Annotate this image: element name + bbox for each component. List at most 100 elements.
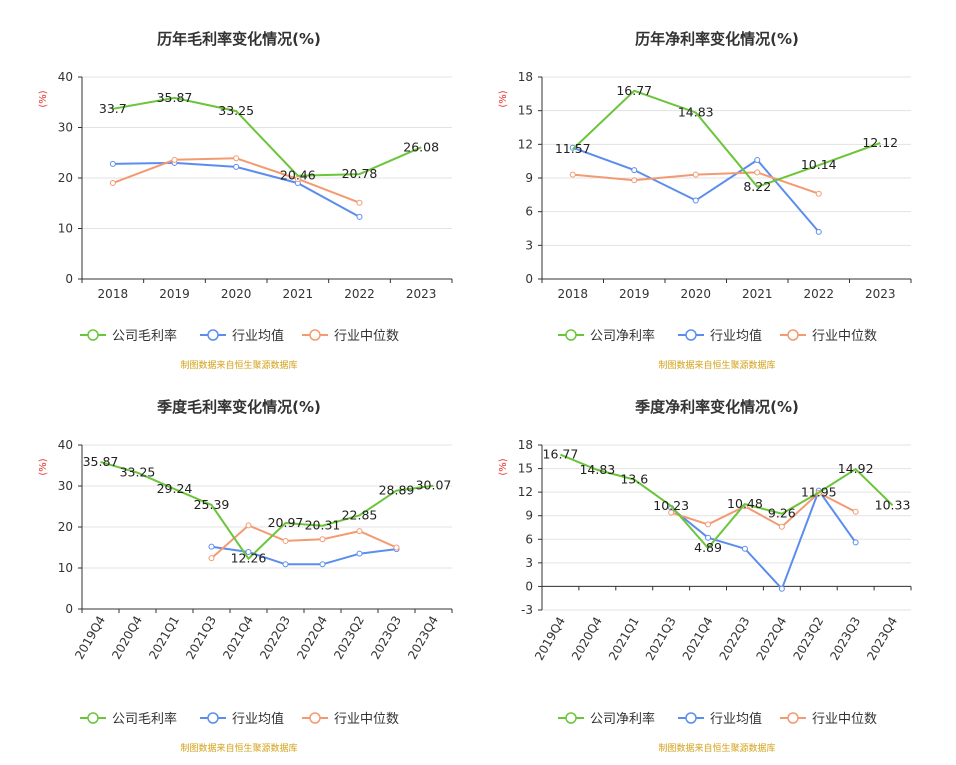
data-point (852, 508, 859, 515)
data-point (631, 167, 638, 174)
x-tick-label: 2019 (159, 287, 190, 301)
series-line-0 (560, 453, 894, 550)
data-label: 10.14 (801, 157, 837, 172)
data-label: 12.12 (862, 135, 898, 150)
legend-marker (685, 712, 697, 724)
y-tick-label: 15 (518, 104, 533, 118)
legend-marker (207, 712, 219, 724)
legend-item-0: 公司毛利率 (80, 711, 177, 727)
series-line-1 (670, 488, 857, 591)
x-tick-label: 2018 (557, 287, 588, 301)
data-label: 4.89 (694, 540, 722, 555)
data-point (815, 228, 822, 235)
data-label: 20.97 (268, 515, 304, 530)
legend-item-1: 行业均值 (200, 328, 284, 344)
y-axis-unit-label: (%) (498, 90, 509, 107)
data-label: 33.25 (120, 465, 156, 480)
x-tick-label: 2023Q3 (368, 614, 404, 662)
data-point (356, 550, 363, 557)
data-label: 16.77 (616, 83, 652, 98)
x-tick-label: 2021 (283, 287, 314, 301)
x-tick-label: 2020 (680, 287, 711, 301)
y-tick-label: 20 (58, 171, 73, 185)
annual-net-margin-chart: 历年净利率变化情况(%) (%) 0 3 6 9 12 15 18 2018 2019 2020 202… (498, 30, 912, 371)
data-point (569, 171, 576, 178)
chart-title: 历年毛利率变化情况(%) (157, 30, 321, 48)
x-tick-label: 2022Q3 (257, 614, 293, 662)
data-label: 26.08 (403, 139, 439, 154)
y-tick-label: 3 (525, 556, 533, 570)
y-tick-label: 40 (58, 438, 73, 452)
data-point (245, 549, 252, 556)
series-line-0 (112, 96, 422, 177)
data-label: 10.23 (653, 498, 689, 513)
y-tick-label: 18 (518, 70, 533, 84)
x-tick-label: 2021Q4 (680, 615, 716, 663)
data-label: 14.92 (838, 461, 874, 476)
legend-item-2: 行业中位数 (302, 329, 399, 344)
x-tick-label: 2021Q1 (606, 615, 642, 663)
y-tick-label: 3 (525, 238, 533, 252)
y-tick-label: 9 (525, 509, 533, 523)
data-point (393, 544, 400, 551)
legend-label: 行业均值 (232, 328, 284, 344)
legend-item-2: 行业中位数 (780, 329, 877, 344)
x-tick-label: 2019 (619, 287, 650, 301)
data-point (171, 156, 178, 163)
data-point (245, 522, 252, 529)
y-tick-label: 6 (525, 205, 533, 219)
y-tick-label: 30 (58, 479, 73, 493)
x-tick-label: 2023Q2 (790, 615, 826, 663)
legend-marker (309, 329, 321, 341)
y-tick-label: 12 (518, 485, 533, 499)
data-point (282, 561, 289, 568)
y-tick-label: 10 (58, 222, 73, 236)
data-point (109, 180, 116, 187)
y-tick-label: 30 (58, 121, 73, 135)
data-label: 30.07 (416, 478, 452, 493)
x-tick-label: 2022 (803, 287, 834, 301)
data-label: 11.95 (801, 485, 837, 500)
chart-title: 季度毛利率变化情况(%) (157, 398, 321, 416)
data-point (852, 539, 859, 546)
data-label: 33.7 (99, 101, 127, 116)
data-label: 16.77 (543, 447, 579, 462)
x-tick-label: 2021Q3 (183, 614, 219, 662)
x-tick-label: 2018 (98, 287, 129, 301)
data-point (668, 509, 675, 516)
legend-marker (787, 712, 799, 724)
data-label: 20.46 (280, 168, 316, 183)
y-tick-label: 0 (525, 272, 533, 286)
legend-item-0: 公司净利率 (558, 711, 655, 727)
data-point (356, 528, 363, 535)
data-label: 14.83 (678, 105, 714, 120)
legend-label: 公司净利率 (590, 328, 655, 344)
legend-marker (87, 329, 99, 341)
legend-marker (309, 712, 321, 724)
x-tick-label: 2021 (742, 287, 773, 301)
legend-item-2: 行业中位数 (302, 712, 399, 727)
data-label: 10.48 (727, 496, 763, 511)
data-label: 12.26 (231, 551, 267, 566)
y-tick-label: 20 (58, 520, 73, 534)
y-tick-label: 0 (525, 579, 533, 593)
y-axis-unit-label: (%) (38, 458, 49, 475)
data-label: 13.6 (620, 472, 648, 487)
data-point (208, 543, 215, 550)
legend-item-0: 公司净利率 (558, 328, 655, 344)
data-source-note: 制图数据来自恒生聚源数据库 (658, 359, 775, 371)
legend-marker (787, 329, 799, 341)
data-label: 28.89 (379, 483, 415, 498)
data-point (692, 197, 699, 204)
data-label: 11.57 (555, 141, 591, 156)
legend-marker (87, 712, 99, 724)
x-tick-label: 2023Q4 (864, 615, 900, 663)
legend-marker (565, 329, 577, 341)
series-line-2 (210, 524, 397, 559)
legend-label: 行业均值 (710, 711, 762, 727)
x-tick-label: 2020 (221, 287, 252, 301)
legend-item-1: 行业均值 (200, 711, 284, 727)
data-point (631, 177, 638, 184)
data-point (778, 585, 785, 592)
